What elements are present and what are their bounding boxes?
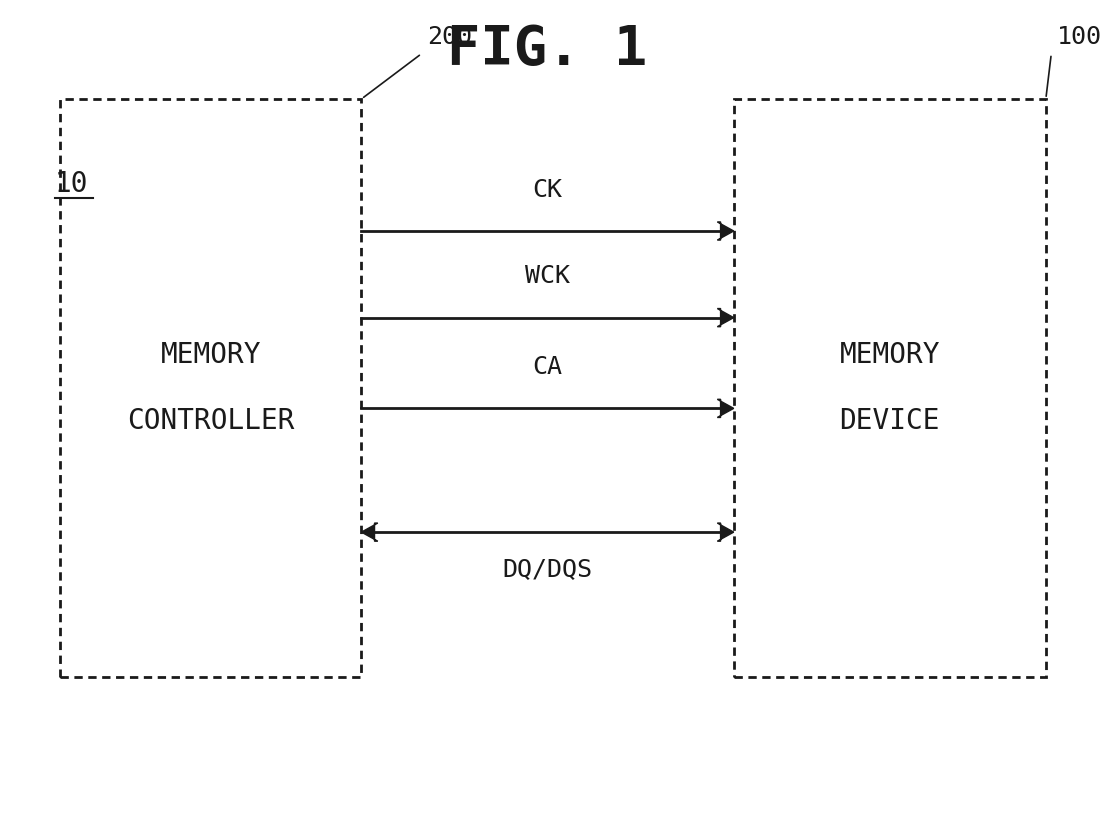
Text: DEVICE: DEVICE [839, 407, 940, 435]
FancyArrow shape [717, 523, 734, 541]
FancyArrow shape [717, 399, 734, 417]
Text: MEMORY: MEMORY [839, 341, 940, 369]
Text: CA: CA [533, 355, 563, 380]
FancyArrow shape [362, 523, 377, 541]
Text: 10: 10 [54, 170, 89, 198]
Bar [734, 99, 1046, 676]
Text: CK: CK [533, 177, 563, 202]
Text: 100: 100 [1057, 26, 1102, 50]
Text: CONTROLLER: CONTROLLER [127, 407, 294, 435]
Text: MEMORY: MEMORY [161, 341, 261, 369]
Bar [60, 99, 362, 676]
Text: 200: 200 [427, 26, 472, 50]
Text: DQ/DQS: DQ/DQS [503, 557, 593, 582]
Text: FIG. 1: FIG. 1 [447, 23, 647, 76]
FancyArrow shape [717, 309, 734, 327]
FancyArrow shape [717, 222, 734, 240]
Text: WCK: WCK [525, 264, 571, 289]
